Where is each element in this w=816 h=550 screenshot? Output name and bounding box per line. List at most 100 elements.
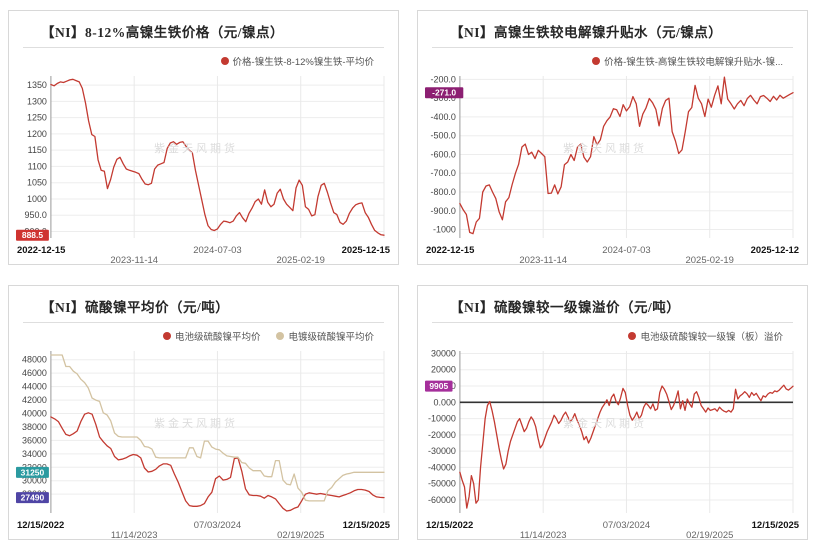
svg-text:40000: 40000	[22, 409, 47, 419]
svg-text:-60000: -60000	[428, 495, 456, 505]
svg-text:30000: 30000	[431, 348, 456, 358]
line-chart: -200.0-300.0-400.0-500.0-600.0-700.0-800…	[424, 74, 799, 265]
svg-text:2025-12-12: 2025-12-12	[751, 245, 799, 256]
svg-text:-1000: -1000	[433, 225, 456, 235]
svg-text:-400.0: -400.0	[431, 112, 456, 122]
legend-dot-icon	[162, 332, 171, 340]
svg-text:34000: 34000	[22, 449, 47, 459]
svg-text:-500.0: -500.0	[431, 131, 456, 141]
legend-label: 价格-镍生铁-8-12%镍生铁-平均价	[232, 57, 374, 68]
svg-text:2022-12-15: 2022-12-15	[426, 245, 474, 256]
svg-text:12/15/2022: 12/15/2022	[426, 520, 473, 531]
legend-label: 价格-镍生铁-高镍生铁较电解镍升贴水-镍...	[604, 57, 783, 68]
svg-text:02/19/2025: 02/19/2025	[686, 530, 733, 540]
svg-text:12/15/2025: 12/15/2025	[752, 520, 799, 531]
svg-text:30000: 30000	[22, 476, 47, 486]
svg-text:-50000: -50000	[428, 479, 456, 489]
legend-dot-icon	[592, 57, 601, 65]
svg-text:02/19/2025: 02/19/2025	[277, 530, 324, 540]
plot-area: 48000 46000 44000 42000 40000 38000 36000 34000…	[15, 345, 392, 540]
chart-title: 【NI】硫酸镍较一级镍溢价（元/吨）	[450, 300, 681, 315]
chart-title: 【NI】硫酸镍平均价（元/吨）	[41, 300, 230, 315]
chart-panel-npi-premium: 【NI】高镍生铁较电解镍升贴水（元/镍点） 价格-镍生铁-高镍生铁较电解镍升贴水…	[417, 10, 808, 265]
svg-text:2024-07-03: 2024-07-03	[602, 245, 650, 256]
svg-text:11/14/2023: 11/14/2023	[111, 530, 158, 540]
svg-text:12/15/2022: 12/15/2022	[17, 520, 64, 531]
svg-text:07/03/2024: 07/03/2024	[194, 520, 241, 531]
legend-label: 电池级硫酸镍较一级镍（板）溢价	[640, 332, 783, 343]
legend-item: 电池级硫酸镍平均价	[162, 329, 261, 343]
legend-dot-icon	[628, 332, 637, 340]
legend: 电池级硫酸镍较一级镍（板）溢价	[424, 323, 801, 343]
svg-text:-40000: -40000	[428, 462, 456, 472]
svg-text:888.5: 888.5	[22, 230, 43, 240]
svg-text:-271.0: -271.0	[432, 88, 456, 98]
svg-text:1050: 1050	[27, 178, 47, 188]
legend: 电池级硫酸镍平均价 电镀级硫酸镍平均价	[15, 323, 392, 343]
svg-text:42000: 42000	[22, 395, 47, 405]
svg-text:2022-12-15: 2022-12-15	[17, 245, 65, 256]
svg-text:36000: 36000	[22, 435, 47, 445]
plot-area: -200.0-300.0-400.0-500.0-600.0-700.0-800…	[424, 70, 801, 265]
svg-text:1150: 1150	[28, 145, 47, 155]
legend-item: 价格-镍生铁-高镍生铁较电解镍升贴水-镍...	[592, 54, 783, 68]
chart-panel-nickel-sulfate-price: 【NI】硫酸镍平均价（元/吨） 电池级硫酸镍平均价 电镀级硫酸镍平均价 48000…	[8, 285, 399, 540]
svg-text:1300: 1300	[27, 96, 47, 106]
svg-text:31250: 31250	[21, 467, 45, 477]
title-divider	[432, 322, 793, 323]
svg-text:-20000: -20000	[428, 430, 456, 440]
legend: 价格-镍生铁-8-12%镍生铁-平均价	[15, 48, 392, 68]
svg-text:20000: 20000	[431, 365, 456, 375]
legend-dot-icon	[220, 57, 229, 65]
line-chart: 13501300125012001150110010501000950.0900…	[15, 76, 390, 265]
svg-text:2024-07-03: 2024-07-03	[193, 245, 241, 256]
chart-panel-npi-price: 【NI】8-12%高镍生铁价格（元/镍点） 价格-镍生铁-8-12%镍生铁-平均…	[8, 10, 399, 265]
svg-text:1000: 1000	[27, 194, 47, 204]
svg-text:2025-12-15: 2025-12-15	[342, 245, 390, 256]
svg-text:12/15/2025: 12/15/2025	[343, 520, 390, 531]
svg-text:-200.0: -200.0	[431, 74, 456, 84]
legend-item: 电镀级硫酸镍平均价	[276, 329, 374, 343]
svg-text:27490: 27490	[21, 493, 45, 503]
svg-text:-700.0: -700.0	[431, 168, 456, 178]
svg-text:2025-02-19: 2025-02-19	[277, 255, 325, 265]
svg-text:07/03/2024: 07/03/2024	[603, 520, 650, 531]
svg-text:-600.0: -600.0	[431, 149, 456, 159]
svg-text:44000: 44000	[22, 382, 47, 392]
plot-area: 13501300125012001150110010501000950.0900…	[15, 70, 392, 265]
svg-text:0.000: 0.000	[433, 397, 455, 407]
plot-area: 3000020000100000.000-10000-20000-30000-4…	[424, 345, 801, 540]
svg-text:1350: 1350	[27, 80, 47, 90]
svg-text:2023-11-14: 2023-11-14	[110, 255, 158, 265]
line-chart: 48000 46000 44000 42000 40000 38000 36000 34000…	[15, 351, 390, 540]
chart-title: 【NI】高镍生铁较电解镍升贴水（元/镍点）	[450, 25, 723, 40]
chart-title: 【NI】8-12%高镍生铁价格（元/镍点）	[41, 25, 284, 40]
line-chart: 3000020000100000.000-10000-20000-30000-4…	[424, 348, 799, 540]
svg-text:-800.0: -800.0	[431, 187, 456, 197]
svg-text:38000: 38000	[22, 422, 47, 432]
svg-text:1100: 1100	[28, 161, 47, 171]
svg-text:2023-11-14: 2023-11-14	[519, 255, 567, 265]
svg-text:11/14/2023: 11/14/2023	[520, 530, 567, 540]
svg-text:950.0: 950.0	[24, 210, 46, 220]
svg-text:1250: 1250	[27, 113, 47, 123]
title-divider	[23, 322, 384, 323]
legend-label: 电池级硫酸镍平均价	[174, 332, 261, 343]
legend-item: 价格-镍生铁-8-12%镍生铁-平均价	[220, 54, 374, 68]
svg-text:-10000: -10000	[428, 414, 456, 424]
legend-item: 电池级硫酸镍较一级镍（板）溢价	[628, 329, 783, 343]
chart-panel-nickel-sulfate-premium: 【NI】硫酸镍较一级镍溢价（元/吨） 电池级硫酸镍较一级镍（板）溢价 30000…	[417, 285, 808, 540]
legend: 价格-镍生铁-高镍生铁较电解镍升贴水-镍...	[424, 48, 801, 68]
svg-text:9905: 9905	[429, 381, 448, 391]
svg-text:46000: 46000	[22, 368, 47, 378]
legend-label: 电镀级硫酸镍平均价	[288, 332, 374, 343]
legend-dot-icon	[276, 332, 285, 340]
svg-text:-30000: -30000	[428, 446, 456, 456]
svg-text:1200: 1200	[27, 129, 47, 139]
title-divider	[432, 47, 793, 48]
svg-text:2025-02-19: 2025-02-19	[686, 255, 734, 265]
title-divider	[23, 47, 384, 48]
svg-text:-900.0: -900.0	[431, 206, 456, 216]
svg-text:48000: 48000	[22, 355, 47, 365]
